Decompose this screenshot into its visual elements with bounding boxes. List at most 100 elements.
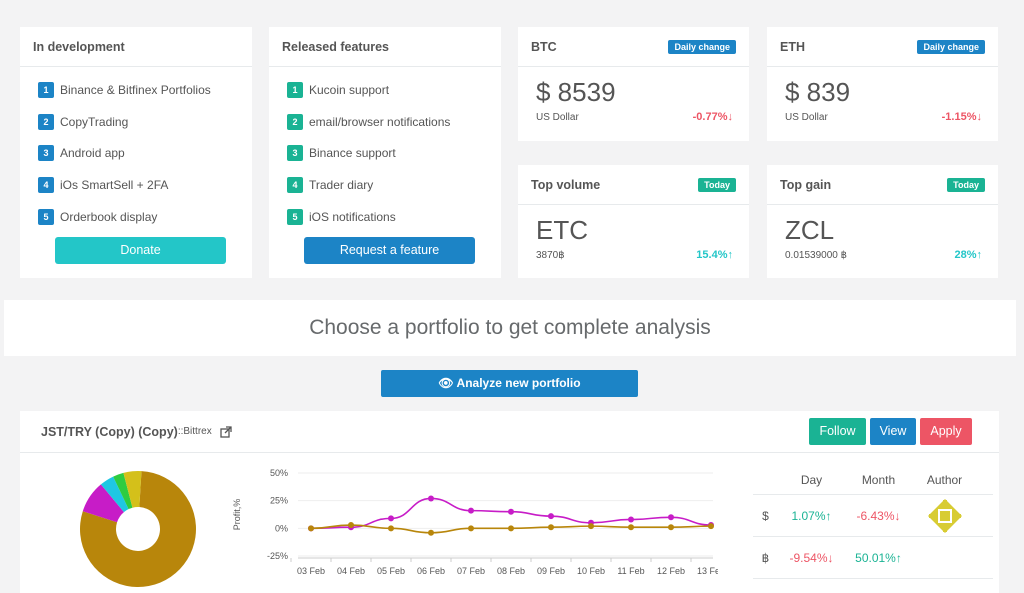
list-item: 3 Android app — [38, 138, 234, 170]
follow-button[interactable]: Follow — [809, 418, 866, 445]
list-item: 2 CopyTrading — [38, 106, 234, 138]
stat-change: 15.4%↑ — [696, 249, 733, 261]
external-link-icon[interactable] — [220, 425, 232, 438]
list-item-label: Orderbook display — [60, 210, 158, 225]
list-item-label: CopyTrading — [60, 114, 129, 129]
data-point — [548, 524, 554, 531]
currency-cell: ฿ — [761, 550, 770, 565]
table-header-row: Day Month Author — [753, 465, 993, 495]
stat-unit: 3870฿ — [536, 250, 565, 261]
month-cell: -6.43%↓ — [856, 508, 901, 523]
arrow-up-icon: ↑ — [825, 508, 832, 523]
list-number: 3 — [38, 145, 54, 162]
stat-change: 28%↑ — [954, 249, 982, 261]
data-point — [508, 508, 514, 515]
status-badge: Daily change — [917, 39, 985, 54]
top-gain-card: Top gain Today ZCL 0.01539000 ฿ 28%↑ — [767, 165, 998, 278]
portfolio-title: JST/TRY (Copy) (Copy) — [41, 424, 178, 439]
data-point — [708, 523, 714, 530]
in-development-list: 1 Binance & Bitfinex Portfolios 2 CopyTradi… — [20, 67, 252, 240]
donate-button[interactable]: Donate — [55, 237, 226, 264]
y-tick-label: 50% — [270, 468, 288, 478]
list-item-label: Binance & Bitfinex Portfolios — [60, 82, 211, 97]
data-point — [628, 524, 634, 531]
table-row: $ 1.07%↑ -6.43%↓ — [753, 495, 993, 537]
data-point — [628, 516, 634, 523]
data-point — [588, 523, 594, 530]
top-volume-card: Top volume Today ETC 3870฿ 15.4%↑ — [518, 165, 749, 278]
data-point — [388, 515, 394, 522]
stat-unit: US Dollar — [785, 112, 828, 123]
arrow-down-icon: ↓ — [894, 508, 901, 523]
arrow-down-icon: ↓ — [827, 550, 834, 565]
list-item: 1 Binance & Bitfinex Portfolios — [38, 74, 234, 106]
allocation-donut-chart — [80, 471, 196, 587]
list-number: 4 — [287, 177, 303, 194]
data-point — [668, 514, 674, 521]
author-avatar[interactable] — [927, 498, 963, 534]
data-point — [428, 529, 434, 536]
analyze-portfolio-button[interactable]: 👁 Analyze new portfolio — [381, 370, 638, 397]
card-title: Top gain — [780, 177, 832, 192]
month-cell: 50.01%↑ — [855, 550, 902, 565]
list-item-label: iOs SmartSell + 2FA — [60, 178, 169, 193]
pie-slice — [123, 471, 142, 508]
x-tick-label: 13 Feb — [697, 566, 718, 576]
arrow-up-icon: ↑ — [895, 550, 902, 565]
data-point — [468, 525, 474, 532]
card-title: BTC — [531, 39, 557, 54]
day-cell: 1.07%↑ — [791, 508, 832, 523]
list-number: 5 — [287, 209, 303, 226]
list-item: 4 Trader diary — [287, 169, 483, 201]
y-tick-label: 25% — [270, 496, 288, 506]
stat-value: $ 8539 — [536, 77, 616, 107]
pie-slice — [82, 484, 124, 523]
table-header: Author — [926, 472, 963, 487]
view-button[interactable]: View — [870, 418, 916, 445]
stat-unit: 0.01539000 ฿ — [785, 250, 847, 261]
card-title: Released features — [282, 39, 390, 54]
y-tick-label: 0% — [275, 523, 288, 533]
pie-slice — [80, 471, 196, 587]
x-tick-label: 12 Feb — [657, 566, 685, 576]
x-tick-label: 06 Feb — [417, 566, 445, 576]
status-badge: Daily change — [668, 39, 736, 54]
portfolio-card: JST/TRY (Copy) (Copy) ::Bittrex Follow V… — [20, 411, 999, 593]
list-number: 3 — [287, 145, 303, 162]
stat-value: $ 839 — [785, 77, 851, 107]
arrow-up-icon: ↑ — [976, 249, 983, 261]
profit-line-chart: 50% 25% 0% -25% Profit,% 03 Feb 04 Feb 05 Feb 06… — [232, 468, 718, 576]
list-item-label: Binance support — [309, 146, 396, 161]
currency-cell: $ — [762, 508, 769, 523]
eth-card: ETH Daily change $ 839 US Dollar -1.15%↓ — [767, 27, 998, 141]
list-number: 2 — [38, 113, 54, 130]
pie-slice — [113, 472, 133, 510]
list-item-label: iOS notifications — [309, 210, 396, 225]
apply-button[interactable]: Apply — [920, 418, 972, 445]
analyze-label: Analyze new portfolio — [456, 376, 581, 390]
request-feature-button[interactable]: Request a feature — [304, 237, 475, 264]
data-point — [548, 513, 554, 520]
x-tick-label: 04 Feb — [337, 566, 365, 576]
eye-icon: 👁 — [438, 376, 454, 390]
stat-change: -0.77%↓ — [692, 111, 733, 123]
y-tick-label: -25% — [267, 551, 288, 561]
pie-slice — [100, 476, 129, 513]
x-tick-label: 09 Feb — [537, 566, 565, 576]
table-row: ฿ -9.54%↓ 50.01%↑ — [753, 537, 993, 579]
page-banner: Choose a portfolio to get complete analy… — [4, 300, 1016, 356]
x-tick-label: 08 Feb — [497, 566, 525, 576]
status-badge: Today — [947, 177, 985, 192]
released-features-list: 1 Kucoin support 2 email/browser notificati… — [269, 67, 501, 240]
list-item: 4 iOs SmartSell + 2FA — [38, 169, 234, 201]
list-number: 5 — [38, 209, 54, 226]
stat-unit: US Dollar — [536, 112, 579, 123]
btc-card: BTC Daily change $ 8539 US Dollar -0.77%↓ — [518, 27, 749, 141]
x-tick-label: 05 Feb — [377, 566, 405, 576]
data-point — [428, 495, 434, 502]
list-item-label: Android app — [60, 146, 125, 161]
arrow-up-icon: ↑ — [727, 249, 734, 261]
card-title: In development — [33, 39, 125, 54]
stat-value: ZCL — [785, 215, 835, 245]
author-cell — [912, 498, 977, 534]
